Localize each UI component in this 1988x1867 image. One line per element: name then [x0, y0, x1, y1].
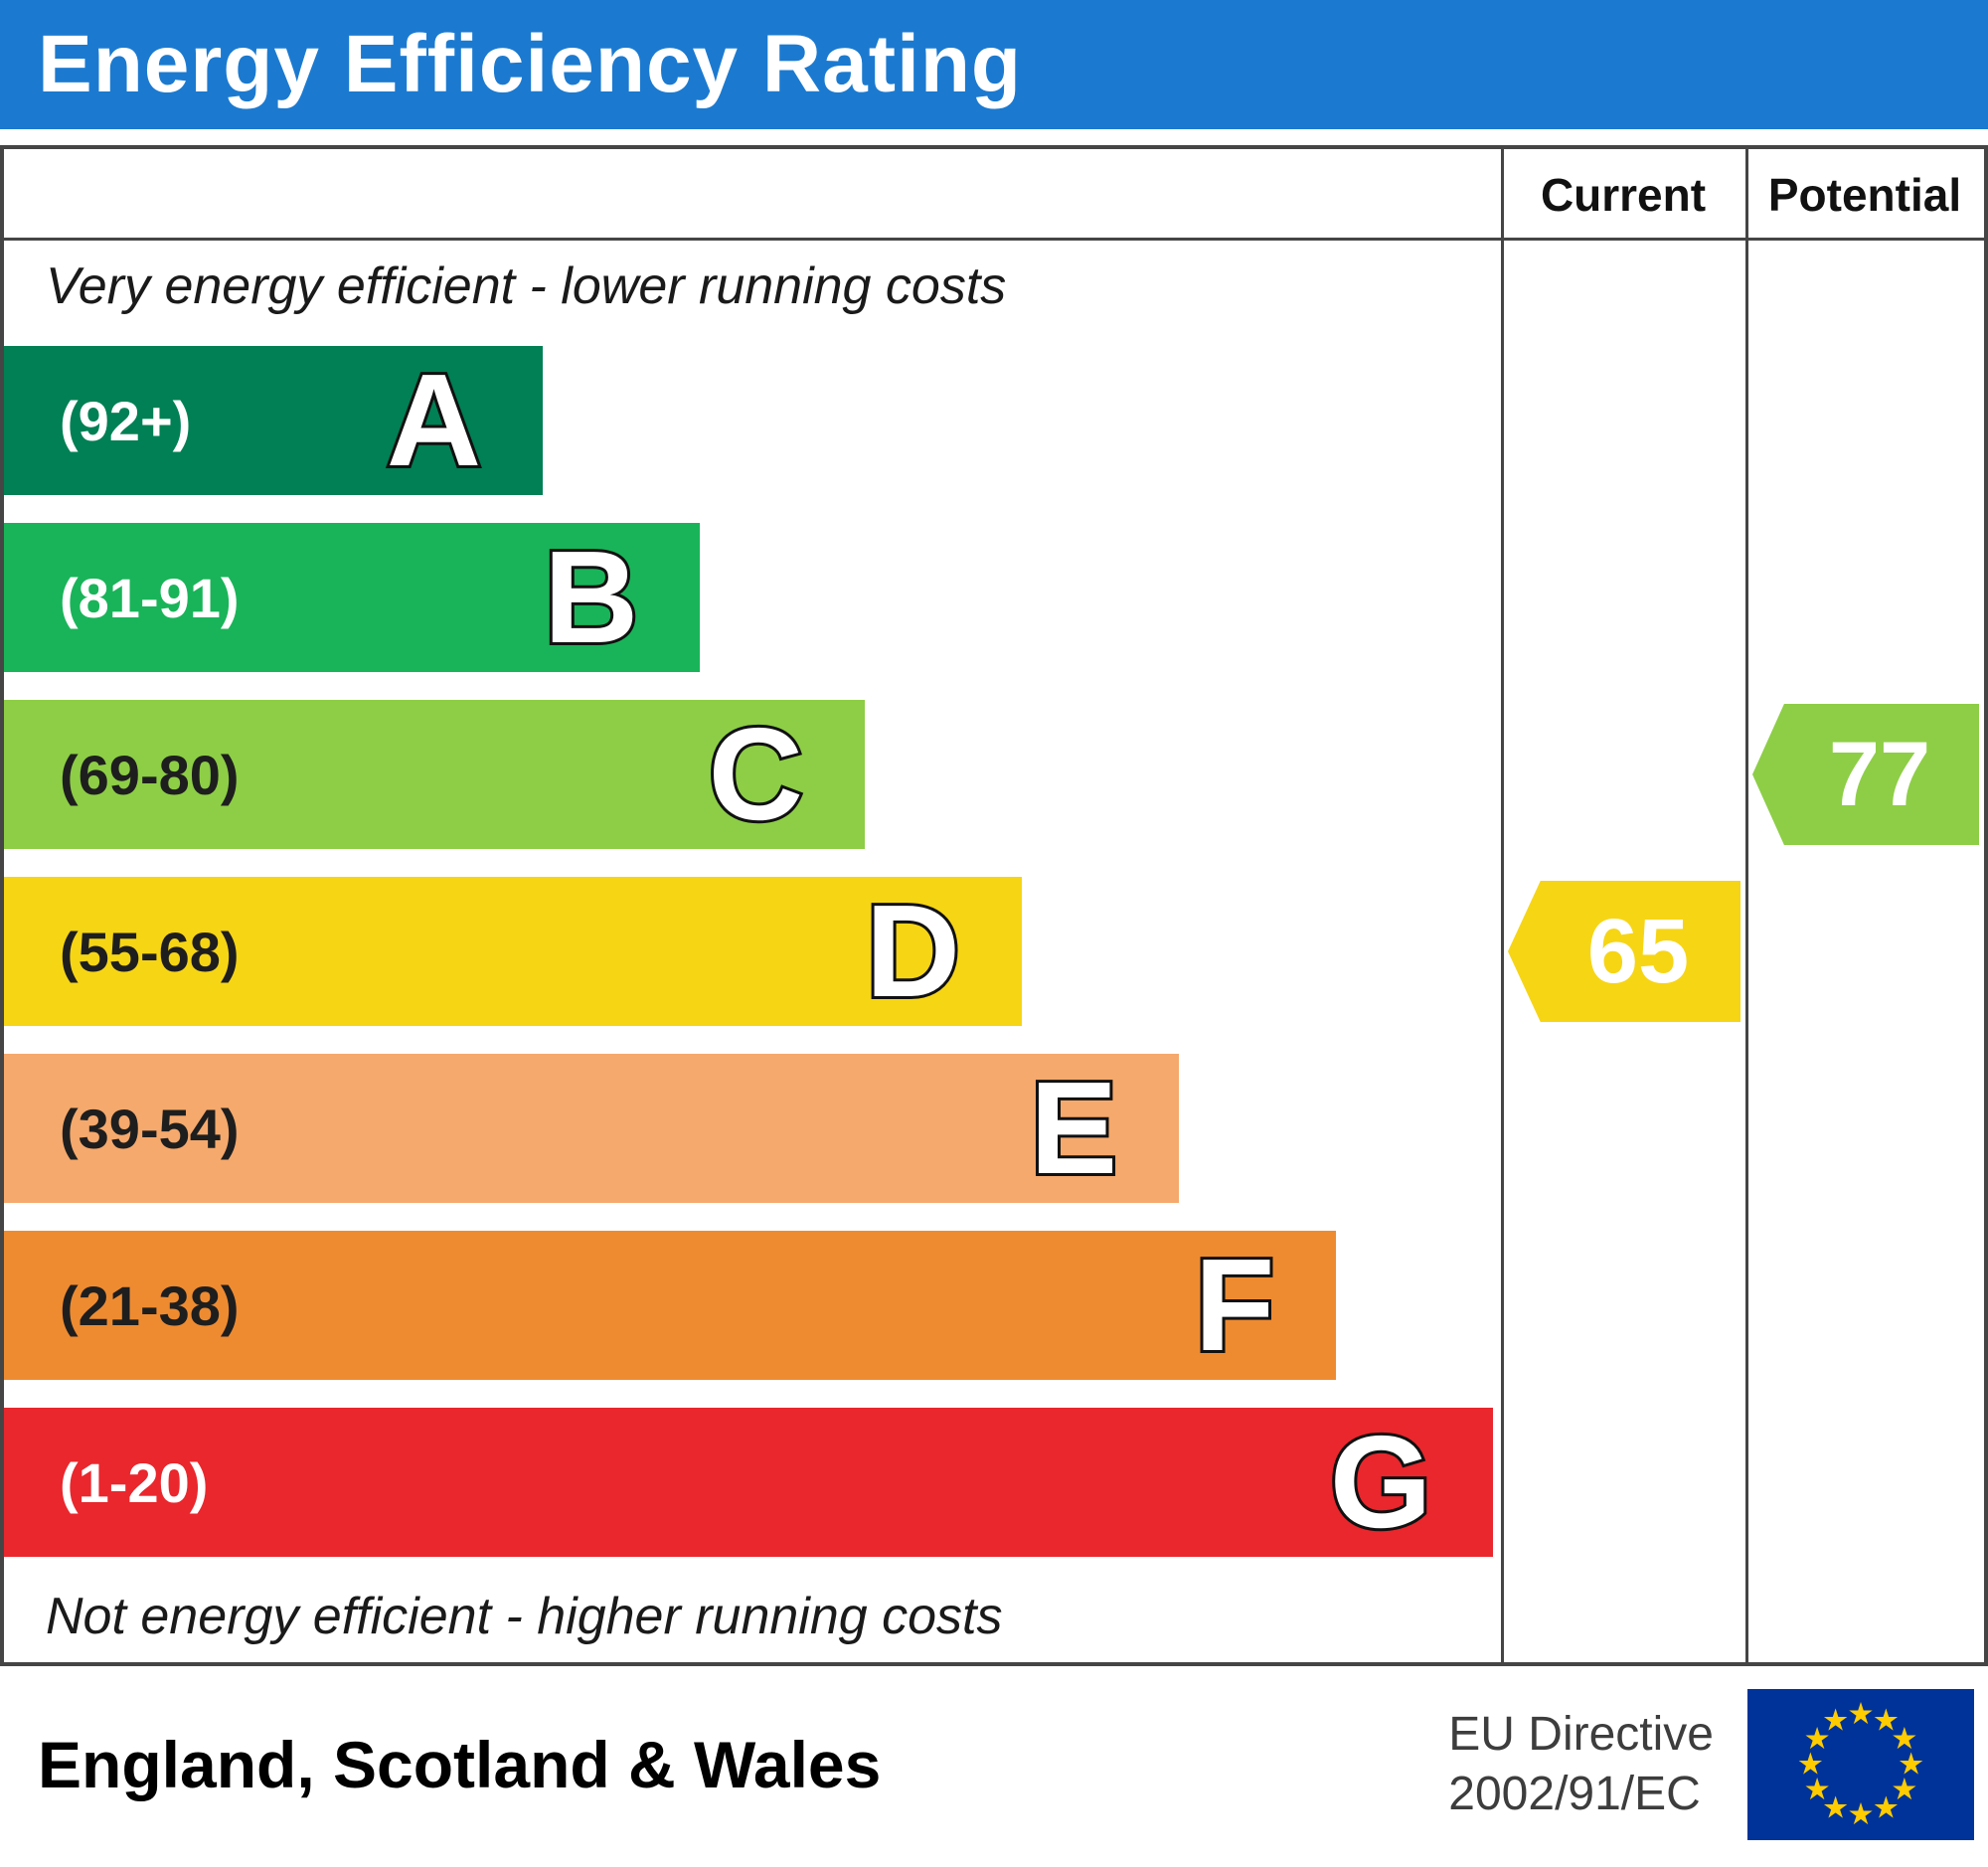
column-header-current: Current	[1540, 169, 1707, 221]
band-range-label: (1-20)	[60, 1450, 209, 1514]
svg-text:★: ★	[1797, 1748, 1824, 1782]
svg-text:★: ★	[1803, 1773, 1830, 1807]
svg-text:★: ★	[1822, 1790, 1849, 1825]
band-range-label: (55-68)	[60, 920, 240, 983]
potential-marker-value: 77	[1828, 723, 1931, 825]
band-bar-c: (69-80) C	[4, 700, 865, 849]
svg-text:★: ★	[1847, 1797, 1874, 1832]
band-range-label: (21-38)	[60, 1273, 240, 1337]
eu-directive-line1: EU Directive	[1448, 1708, 1714, 1761]
band-bar-g: (1-20) G	[4, 1408, 1494, 1557]
svg-text:★: ★	[1822, 1704, 1849, 1739]
svg-text:★: ★	[1873, 1704, 1900, 1739]
band-row-d: (55-68) D	[4, 863, 1501, 1040]
band-letter: A	[384, 347, 484, 493]
band-row-a: (92+) A	[4, 332, 1501, 509]
svg-text:★: ★	[1898, 1748, 1924, 1782]
page-title: Energy Efficiency Rating	[38, 19, 1023, 109]
svg-text:★: ★	[1891, 1722, 1917, 1757]
footer: England, Scotland & Wales EU Directive 2…	[0, 1666, 1988, 1863]
column-divider-potential	[1745, 149, 1984, 1662]
band-bar-e: (39-54) E	[4, 1054, 1180, 1203]
band-letter: G	[1327, 1409, 1435, 1555]
potential-marker: 77	[1752, 704, 1979, 845]
svg-text:★: ★	[1891, 1773, 1917, 1807]
title-bar: Energy Efficiency Rating	[0, 0, 1988, 129]
band-range-label: (81-91)	[60, 566, 240, 629]
band-row-e: (39-54) E	[4, 1040, 1501, 1217]
band-bar-f: (21-38) F	[4, 1231, 1337, 1380]
band-letter: B	[541, 524, 641, 670]
band-letter: E	[1027, 1055, 1120, 1201]
top-note: Very energy efficient - lower running co…	[46, 257, 1007, 315]
bottom-note: Not energy efficient - higher running co…	[46, 1588, 1003, 1645]
band-row-b: (81-91) B	[4, 509, 1501, 686]
svg-text:★: ★	[1873, 1790, 1900, 1825]
band-bar-a: (92+) A	[4, 346, 544, 495]
current-marker: 65	[1508, 881, 1740, 1022]
band-range-label: (69-80)	[60, 743, 240, 806]
eu-directive-line2: 2002/91/EC	[1448, 1768, 1701, 1820]
band-bar-b: (81-91) B	[4, 523, 701, 672]
band-range-label: (39-54)	[60, 1097, 240, 1160]
column-header-potential: Potential	[1767, 169, 1962, 221]
band-letter: F	[1192, 1232, 1278, 1378]
band-row-c: (69-80) C	[4, 686, 1501, 863]
footer-region-label: England, Scotland & Wales	[38, 1728, 882, 1801]
band-row-g: (1-20) G	[4, 1394, 1501, 1571]
band-letter: D	[863, 878, 963, 1024]
current-marker-value: 65	[1586, 900, 1690, 1002]
svg-text:★: ★	[1803, 1722, 1830, 1757]
band-bar-d: (55-68) D	[4, 877, 1023, 1026]
svg-text:★: ★	[1847, 1697, 1874, 1732]
rating-table: Current Potential Very energy efficient …	[0, 145, 1988, 1666]
band-letter: C	[706, 701, 806, 847]
band-range-label: (92+)	[60, 389, 192, 452]
eu-flag-icon: ★ ★ ★ ★ ★ ★ ★ ★ ★ ★ ★ ★	[1747, 1689, 1974, 1840]
band-row-f: (21-38) F	[4, 1217, 1501, 1394]
eu-flag: ★ ★ ★ ★ ★ ★ ★ ★ ★ ★ ★ ★	[1747, 1689, 1974, 1840]
eu-directive-label: EU Directive 2002/91/EC	[1448, 1705, 1714, 1824]
